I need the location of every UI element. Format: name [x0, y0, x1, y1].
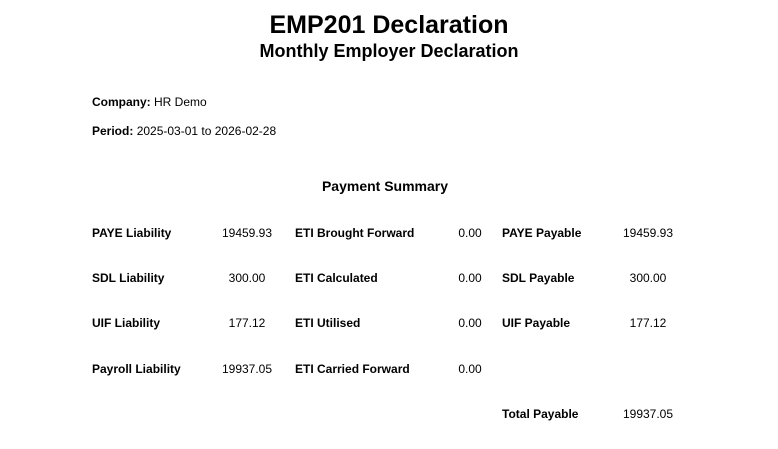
sdl-payable-value: 300.00: [629, 271, 667, 285]
period-line: Period: 2025-03-01 to 2026-02-28: [92, 124, 276, 139]
eti-utilised-value: 0.00: [458, 316, 482, 330]
eti-carried-forward-value: 0.00: [458, 362, 482, 376]
uif-liability-value: 177.12: [228, 316, 266, 330]
eti-carried-forward-label: ETI Carried Forward: [295, 362, 410, 376]
paye-liability-value: 19459.93: [221, 226, 273, 240]
eti-brought-forward-value: 0.00: [458, 226, 482, 240]
company-line: Company: HR Demo: [92, 95, 207, 110]
uif-payable-label: UIF Payable: [502, 316, 571, 330]
sdl-liability-label: SDL Liability: [92, 271, 165, 285]
payroll-liability-value: 19937.05: [221, 362, 273, 376]
eti-brought-forward-label: ETI Brought Forward: [295, 226, 415, 240]
company-label: Company:: [92, 95, 151, 109]
eti-calculated-label: ETI Calculated: [295, 271, 378, 285]
company-value: HR Demo: [154, 95, 207, 109]
page-subtitle: Monthly Employer Declaration: [259, 41, 519, 61]
payroll-liability-label: Payroll Liability: [92, 362, 181, 376]
period-label: Period:: [92, 124, 134, 138]
paye-liability-label: PAYE Liability: [92, 226, 172, 240]
total-payable-label: Total Payable: [502, 407, 579, 421]
payment-summary-title: Payment Summary: [321, 178, 449, 194]
eti-calculated-value: 0.00: [458, 271, 482, 285]
sdl-payable-label: SDL Payable: [502, 271, 575, 285]
sdl-liability-value: 300.00: [228, 271, 266, 285]
paye-payable-label: PAYE Payable: [502, 226, 582, 240]
page-title: EMP201 Declaration: [269, 11, 509, 39]
total-payable-value: 19937.05: [622, 407, 674, 421]
eti-utilised-label: ETI Utilised: [295, 316, 361, 330]
period-value: 2025-03-01 to 2026-02-28: [136, 124, 277, 138]
paye-payable-value: 19459.93: [622, 226, 674, 240]
uif-payable-value: 177.12: [629, 316, 667, 330]
uif-liability-label: UIF Liability: [92, 316, 161, 330]
